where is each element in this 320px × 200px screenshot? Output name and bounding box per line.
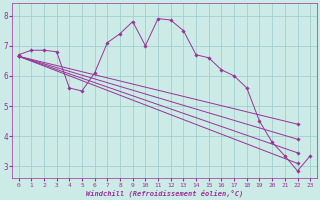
X-axis label: Windchill (Refroidissement éolien,°C): Windchill (Refroidissement éolien,°C) [86,189,243,197]
